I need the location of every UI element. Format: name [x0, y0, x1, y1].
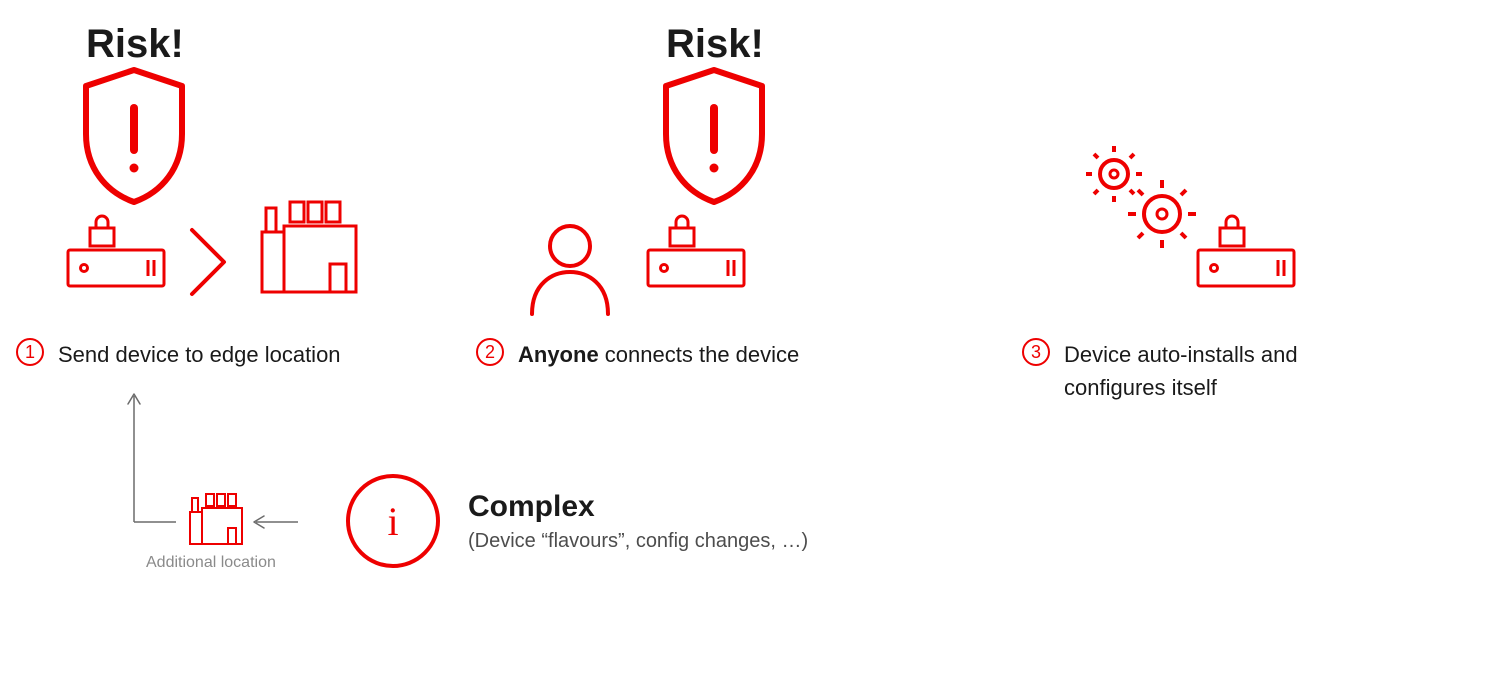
- person-icon: [522, 218, 618, 318]
- shield-warning-icon-right: [654, 64, 774, 208]
- device-server-icon-left: [62, 210, 172, 296]
- step-2-number: 2: [476, 338, 504, 366]
- step-1-row: 1 Send device to edge location: [16, 338, 341, 371]
- additional-location-label: Additional location: [146, 554, 276, 572]
- step-3-number: 3: [1022, 338, 1050, 366]
- device-server-icon-right: [642, 210, 752, 296]
- complex-subtitle: (Device “flavours”, config changes, …): [468, 530, 808, 553]
- device-server-icon-far-right: [1192, 210, 1302, 296]
- info-circle-icon: i: [346, 474, 440, 568]
- shield-warning-icon-left: [74, 64, 194, 208]
- complex-title: Complex: [468, 490, 808, 524]
- factory-icon-left: [254, 196, 366, 300]
- chevron-right-icon: [184, 222, 234, 302]
- complex-block: Complex (Device “flavours”, config chang…: [468, 490, 808, 553]
- risk-label-right: Risk!: [666, 22, 764, 67]
- risk-label-left: Risk!: [86, 22, 184, 67]
- factory-icon-small: [186, 492, 246, 548]
- gears-icon: [1076, 138, 1200, 256]
- step-3-row: 3 Device auto-installs and configures it…: [1022, 338, 1384, 404]
- step-1-number: 1: [16, 338, 44, 366]
- step-1-text: Send device to edge location: [58, 338, 341, 371]
- step-2-text: Anyone connects the device: [518, 338, 799, 371]
- step-3-text: Device auto-installs and configures itse…: [1064, 338, 1384, 404]
- info-glyph: i: [387, 498, 398, 545]
- step-2-row: 2 Anyone connects the device: [476, 338, 799, 371]
